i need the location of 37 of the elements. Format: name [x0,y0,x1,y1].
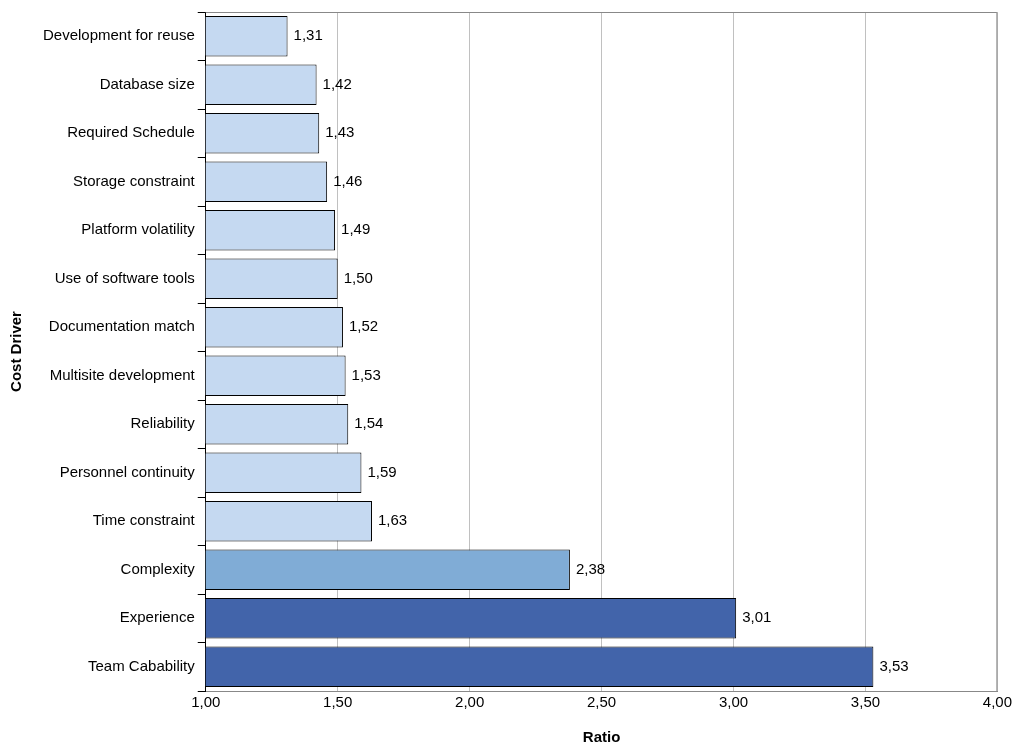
y-tick-label: Complexity [120,559,196,577]
x-tick-label: 2,50 [586,693,617,711]
data-label: 1,49 [341,220,371,238]
data-label: 3,53 [879,656,909,674]
data-label: 1,59 [367,462,397,480]
data-label: 1,42 [322,74,352,92]
y-tick-label: Use of software tools [54,268,195,286]
data-label: 1,52 [348,317,379,335]
x-axis-title: Ratio [582,728,621,746]
data-label: 1,63 [377,511,408,529]
y-tick-label: Development for reuse [42,26,195,44]
data-label: 1,31 [293,26,323,44]
y-tick-label: Experience [119,608,195,626]
data-label: 3,01 [742,608,772,626]
x-tick-label: 3,00 [718,693,749,711]
x-tick-label: 1,00 [191,693,221,711]
y-tick-label: Documentation match [48,317,195,335]
x-tick-label: 4,00 [982,693,1012,711]
y-tick-label: Storage constraint [72,171,196,189]
y-tick-label: Time constraint [92,511,196,529]
data-label: 2,38 [575,559,606,577]
x-tick-label: 3,50 [850,693,881,711]
x-tick-label: 1,50 [323,693,353,711]
y-tick-label: Database size [99,74,195,92]
data-label: 1,43 [325,123,355,141]
data-label: 1,53 [351,365,381,383]
data-label: 1,50 [343,268,373,286]
x-tick-label: 2,00 [455,693,485,711]
data-label: 1,46 [333,171,363,189]
y-tick-label: Personnel continuity [59,462,196,480]
y-tick-label: Required Schedule [67,123,195,141]
data-label: 1,54 [354,414,384,432]
y-tick-label: Platform volatility [81,220,196,238]
y-tick-label: Reliability [130,414,196,432]
y-tick-label: Team Cabability [88,656,196,674]
y-axis-title: Cost Driver [7,310,25,392]
y-tick-label: Multisite development [49,365,196,383]
